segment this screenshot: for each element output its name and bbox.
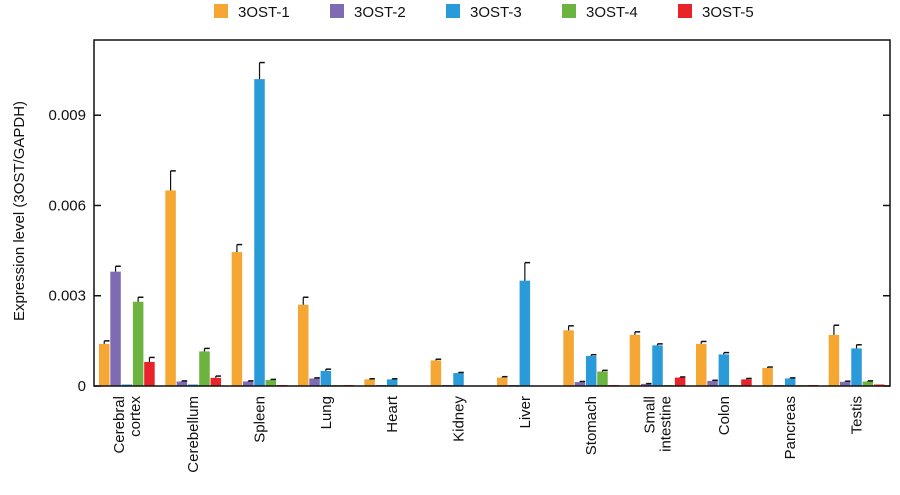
bar: [585, 355, 597, 386]
bar: [298, 304, 309, 386]
bar: [231, 252, 243, 386]
x-category-label: Stomach: [583, 396, 600, 455]
bar: [862, 381, 874, 386]
bar: [99, 343, 110, 386]
bar: [873, 384, 885, 386]
bar: [309, 378, 320, 386]
bar: [364, 379, 375, 386]
bar: [497, 377, 508, 386]
bar: [629, 334, 641, 386]
bar: [652, 345, 663, 386]
bar: [430, 360, 442, 386]
y-tick-label: 0.009: [48, 107, 86, 124]
bar: [165, 190, 176, 386]
bar: [210, 377, 222, 386]
y-tick-label: 0.003: [48, 288, 86, 305]
bar: [741, 379, 752, 386]
bar: [851, 348, 862, 386]
bar: [242, 381, 254, 386]
legend-label: 3OST-4: [586, 4, 638, 21]
bar: [132, 301, 144, 386]
legend-label: 3OST-3: [470, 4, 522, 21]
bar: [453, 373, 464, 386]
legend-swatch: [446, 4, 460, 18]
bar: [828, 334, 840, 386]
x-category-label: Testis: [849, 396, 866, 434]
bar: [386, 379, 398, 386]
bar: [121, 384, 133, 386]
legend-swatch: [678, 4, 692, 18]
plot-frame: [93, 39, 891, 387]
legend-swatch: [214, 4, 228, 18]
legend-swatch: [562, 4, 576, 18]
bar: [574, 382, 586, 386]
x-category-label: cortex: [127, 396, 144, 437]
bar: [707, 380, 718, 386]
legend-swatch: [330, 4, 344, 18]
y-axis-title: Expression level (3OST/GAPDH): [11, 101, 28, 321]
error-bars: [103, 61, 874, 385]
bar: [839, 381, 851, 386]
bar: [597, 371, 608, 386]
x-category-label: Colon: [716, 396, 733, 435]
bar: [718, 354, 730, 386]
bar: [110, 271, 121, 386]
y-tick-label: 0: [78, 378, 86, 395]
legend-label: 3OST-1: [238, 4, 290, 21]
y-tick-label: 0.006: [48, 197, 86, 214]
bar: [696, 343, 707, 386]
bar: [265, 379, 277, 386]
x-category-label: Liver: [517, 396, 534, 429]
bar: [563, 330, 574, 386]
bar: [784, 378, 796, 386]
bar: [176, 381, 188, 386]
x-category-label: Cerebellum: [185, 396, 202, 473]
bar: [519, 280, 531, 386]
legend-label: 3OST-2: [354, 4, 406, 21]
bar: [199, 351, 210, 386]
x-category-label: Lung: [318, 396, 335, 429]
bars: [99, 79, 885, 387]
x-category-label: Heart: [384, 395, 401, 433]
bar: [640, 383, 652, 386]
x-category-label: Spleen: [252, 396, 269, 443]
x-category-label: Cerebral: [111, 396, 128, 454]
x-category-label: Pancreas: [782, 396, 799, 459]
x-axis-labels: Cerebral cortex Cerebellum Spleen Lung Heart K…: [111, 395, 866, 473]
bar: [144, 361, 155, 386]
bar: [320, 370, 332, 386]
y-axis-ticks: 0 0.003 0.006 0.009: [48, 107, 890, 395]
legend-label: 3OST-5: [702, 4, 754, 21]
bar: [674, 377, 686, 386]
bar: [254, 79, 265, 387]
x-category-label: Small: [642, 396, 659, 434]
x-category-label: intestine: [658, 396, 675, 452]
bar: [187, 384, 199, 386]
bar: [762, 367, 773, 386]
x-category-label: Kidney: [451, 396, 468, 442]
legend: 3OST-1 3OST-2 3OST-3 3OST-4 3OST-5: [214, 4, 754, 21]
